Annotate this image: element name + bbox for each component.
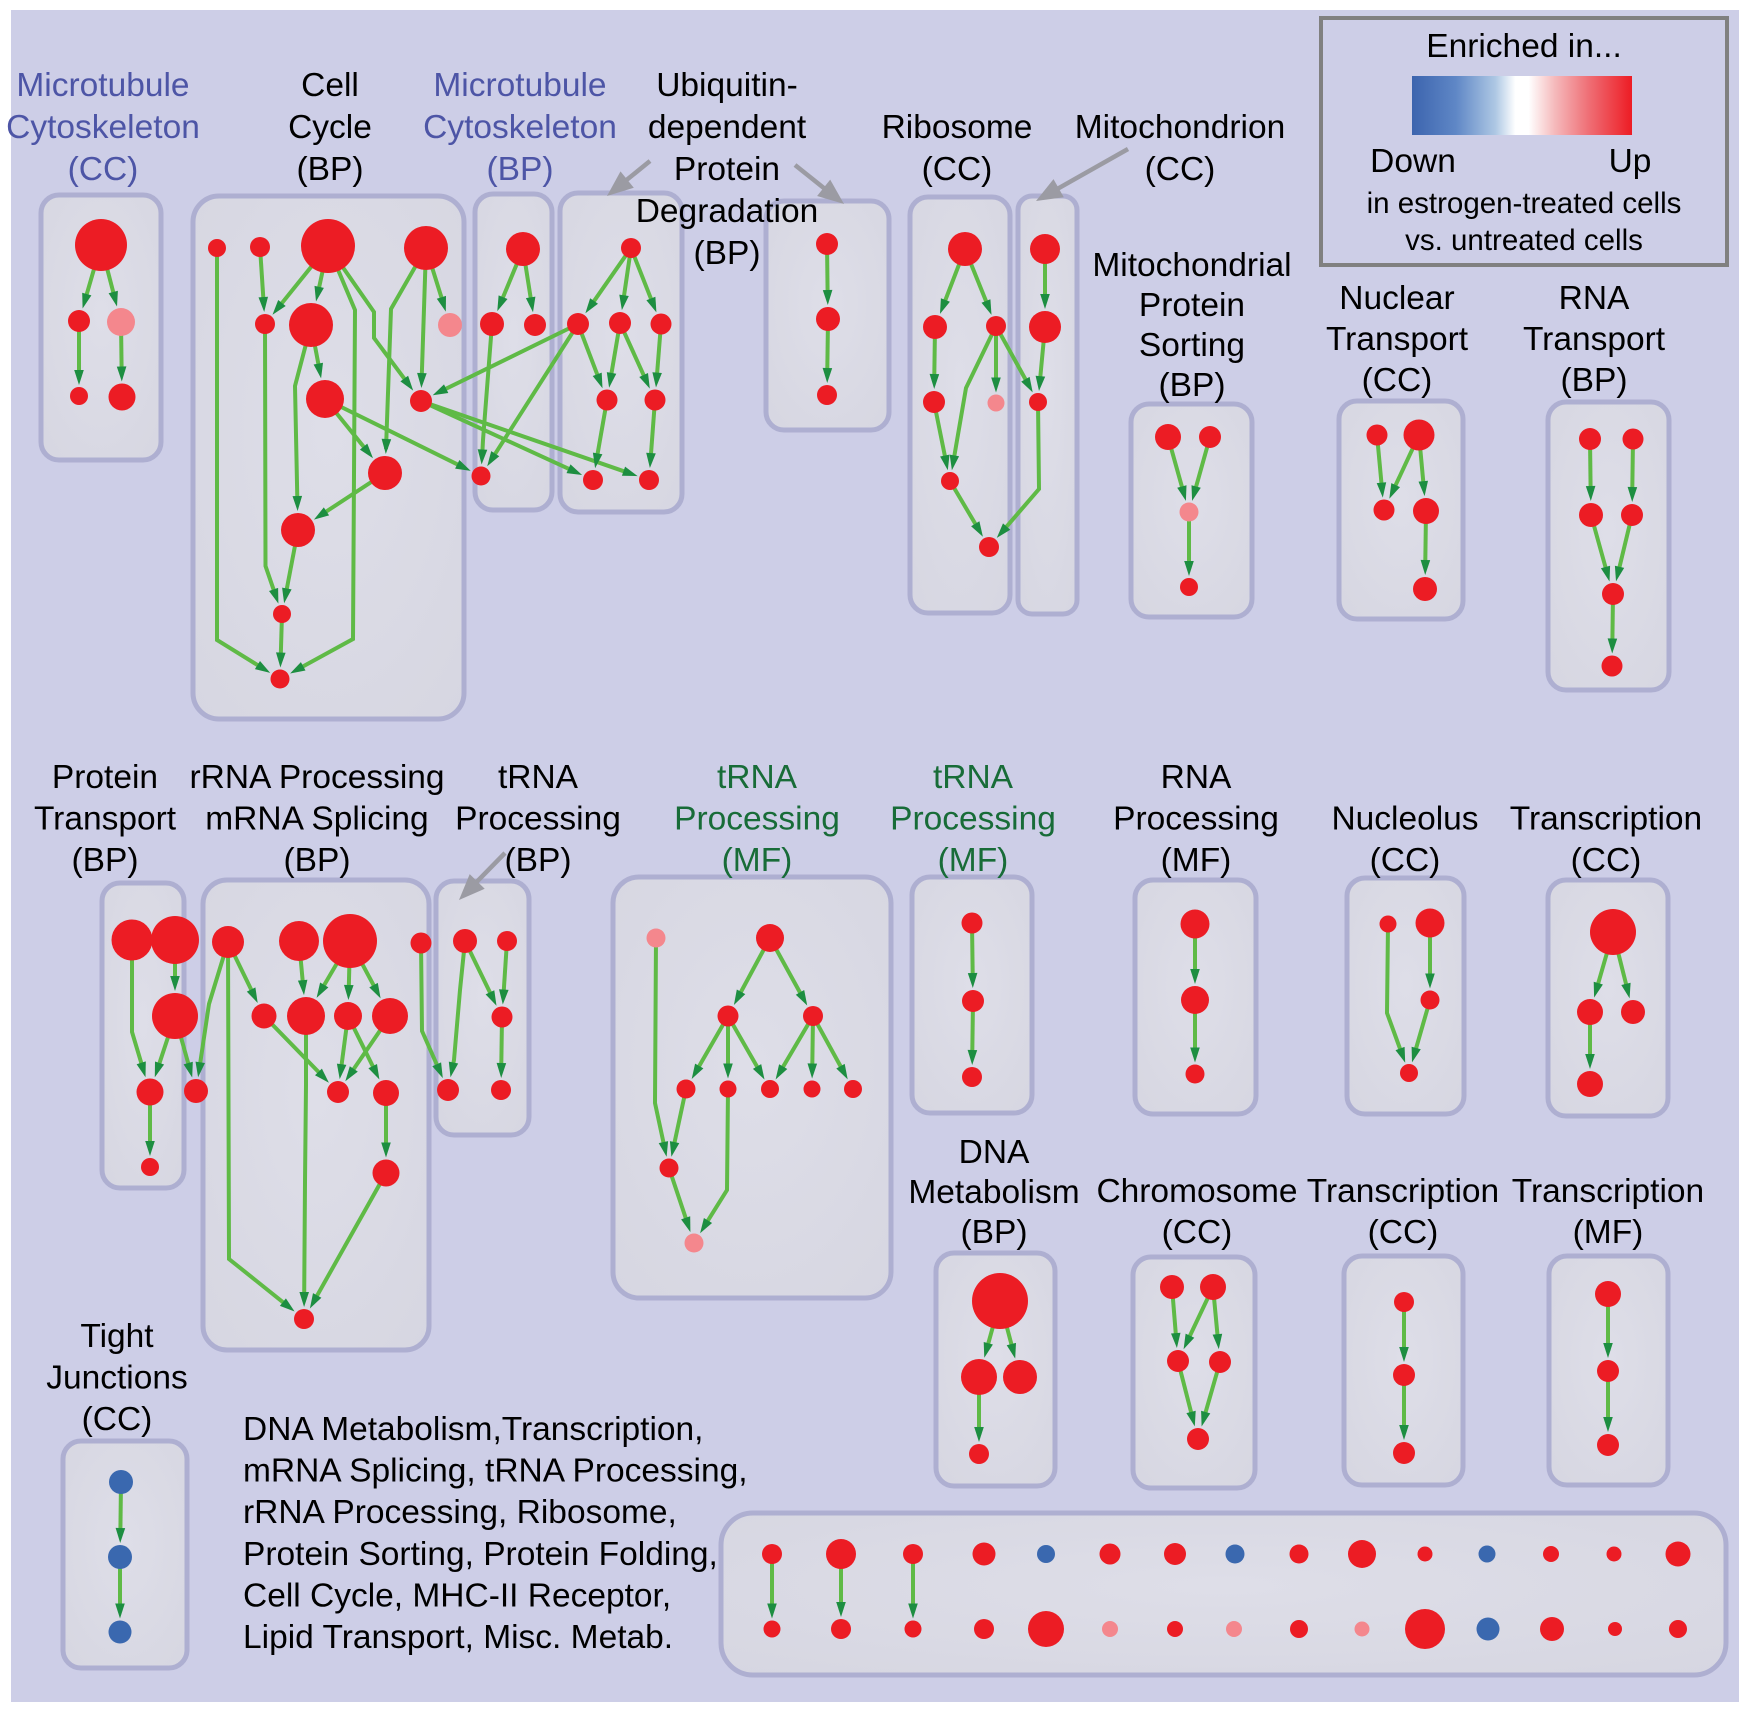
svg-text:(BP): (BP) bbox=[505, 842, 572, 879]
svg-text:Chromosome: Chromosome bbox=[1096, 1173, 1297, 1210]
svg-text:tRNA: tRNA bbox=[717, 759, 798, 796]
svg-text:Processing: Processing bbox=[674, 801, 840, 838]
svg-text:(CC): (CC) bbox=[68, 151, 139, 188]
svg-text:rRNA Processing, Ribosome,: rRNA Processing, Ribosome, bbox=[243, 1494, 677, 1531]
svg-text:Metabolism: Metabolism bbox=[908, 1174, 1079, 1211]
svg-text:(CC): (CC) bbox=[1362, 362, 1433, 399]
svg-text:rRNA Processing: rRNA Processing bbox=[189, 759, 444, 796]
svg-text:Protein: Protein bbox=[1139, 287, 1245, 324]
svg-text:Transcription: Transcription bbox=[1510, 801, 1702, 838]
svg-text:RNA: RNA bbox=[1559, 280, 1630, 317]
svg-text:Processing: Processing bbox=[455, 801, 621, 838]
svg-text:dependent: dependent bbox=[648, 109, 807, 146]
svg-text:Mitochondrion: Mitochondrion bbox=[1075, 109, 1285, 146]
svg-text:mRNA Splicing: mRNA Splicing bbox=[205, 801, 428, 838]
svg-text:(CC): (CC) bbox=[1370, 842, 1441, 879]
svg-text:Transport: Transport bbox=[34, 801, 177, 838]
svg-text:(BP): (BP) bbox=[694, 235, 761, 272]
svg-text:Ubiquitin-: Ubiquitin- bbox=[656, 67, 798, 104]
svg-text:Nucleolus: Nucleolus bbox=[1331, 801, 1478, 838]
svg-text:Transcription: Transcription bbox=[1512, 1173, 1704, 1210]
svg-text:Transport: Transport bbox=[1523, 321, 1666, 358]
svg-text:in estrogen-treated cells: in estrogen-treated cells bbox=[1367, 187, 1682, 220]
svg-text:Ribosome: Ribosome bbox=[882, 109, 1033, 146]
svg-text:mRNA Splicing, tRNA Processing: mRNA Splicing, tRNA Processing, bbox=[243, 1453, 748, 1490]
svg-text:(BP): (BP) bbox=[1561, 362, 1628, 399]
svg-text:Transcription: Transcription bbox=[1307, 1173, 1499, 1210]
svg-text:DNA Metabolism,Transcription,: DNA Metabolism,Transcription, bbox=[243, 1411, 703, 1448]
svg-text:(CC): (CC) bbox=[1571, 842, 1642, 879]
svg-text:tRNA: tRNA bbox=[933, 759, 1014, 796]
svg-text:(BP): (BP) bbox=[297, 151, 364, 188]
svg-text:Protein Sorting, Protein Foldi: Protein Sorting, Protein Folding, bbox=[243, 1536, 718, 1573]
svg-text:Processing: Processing bbox=[1113, 801, 1279, 838]
svg-text:Enriched in...: Enriched in... bbox=[1426, 28, 1622, 65]
svg-text:(CC): (CC) bbox=[82, 1401, 153, 1438]
svg-text:Cytoskeleton: Cytoskeleton bbox=[6, 109, 200, 146]
svg-text:(BP): (BP) bbox=[961, 1214, 1028, 1251]
svg-text:Cycle: Cycle bbox=[288, 109, 372, 146]
svg-text:(MF): (MF) bbox=[1161, 842, 1232, 879]
svg-text:Tight: Tight bbox=[80, 1318, 154, 1355]
svg-text:Degradation: Degradation bbox=[636, 193, 819, 230]
svg-text:(MF): (MF) bbox=[938, 842, 1009, 879]
svg-text:Up: Up bbox=[1609, 143, 1652, 180]
svg-text:Microtubule: Microtubule bbox=[16, 67, 189, 104]
svg-text:Transport: Transport bbox=[1326, 321, 1469, 358]
svg-text:Nuclear: Nuclear bbox=[1339, 280, 1454, 317]
svg-text:(CC): (CC) bbox=[922, 151, 993, 188]
svg-text:vs. untreated cells: vs. untreated cells bbox=[1405, 224, 1643, 257]
svg-text:(MF): (MF) bbox=[722, 842, 793, 879]
svg-text:tRNA: tRNA bbox=[498, 759, 579, 796]
svg-text:(BP): (BP) bbox=[284, 842, 351, 879]
svg-text:DNA: DNA bbox=[959, 1134, 1030, 1171]
svg-text:(BP): (BP) bbox=[72, 842, 139, 879]
svg-text:(BP): (BP) bbox=[487, 151, 554, 188]
svg-text:(CC): (CC) bbox=[1162, 1214, 1233, 1251]
svg-text:Protein: Protein bbox=[674, 151, 780, 188]
svg-text:Protein: Protein bbox=[52, 759, 158, 796]
svg-text:Lipid Transport, Misc. Metab.: Lipid Transport, Misc. Metab. bbox=[243, 1619, 673, 1656]
svg-text:Cell Cycle, MHC-II Receptor,: Cell Cycle, MHC-II Receptor, bbox=[243, 1577, 671, 1614]
svg-text:Junctions: Junctions bbox=[46, 1360, 188, 1397]
svg-text:(BP): (BP) bbox=[1159, 367, 1226, 404]
svg-text:(CC): (CC) bbox=[1145, 151, 1216, 188]
svg-text:Down: Down bbox=[1370, 143, 1456, 180]
svg-text:(CC): (CC) bbox=[1368, 1214, 1439, 1251]
svg-text:Mitochondrial: Mitochondrial bbox=[1092, 247, 1291, 284]
svg-text:Cell: Cell bbox=[301, 67, 359, 104]
svg-text:Microtubule: Microtubule bbox=[433, 67, 606, 104]
svg-text:Sorting: Sorting bbox=[1139, 327, 1245, 364]
svg-text:Cytoskeleton: Cytoskeleton bbox=[423, 109, 617, 146]
svg-text:RNA: RNA bbox=[1161, 759, 1232, 796]
svg-text:(MF): (MF) bbox=[1573, 1214, 1644, 1251]
svg-text:Processing: Processing bbox=[890, 801, 1056, 838]
